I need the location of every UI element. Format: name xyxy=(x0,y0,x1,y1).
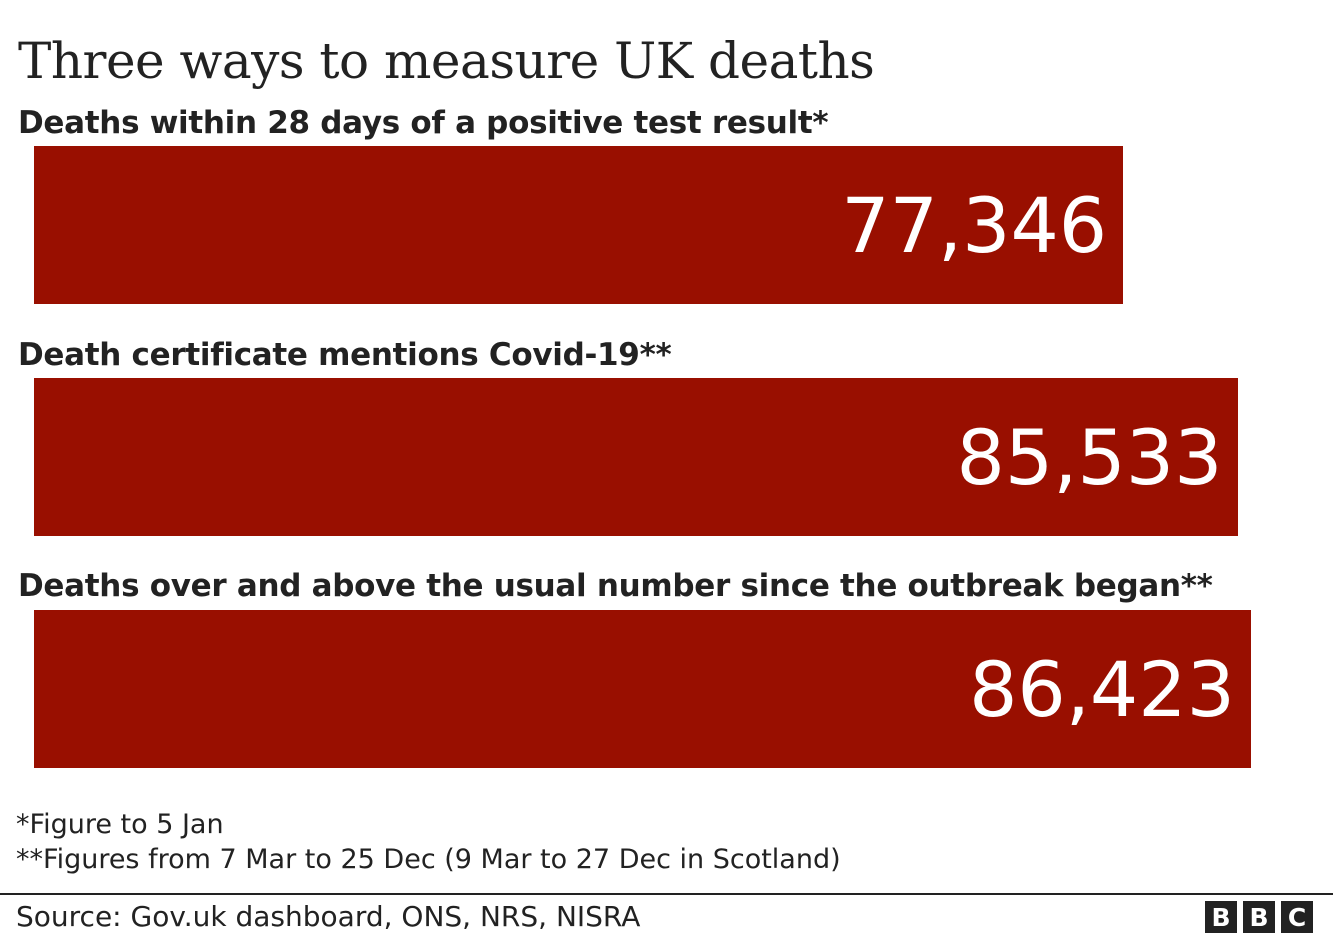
bar-value-death-certificate: 85,533 xyxy=(956,412,1223,502)
bar-death-certificate: 85,533 xyxy=(34,378,1239,536)
bar-label-excess-deaths: Deaths over and above the usual number s… xyxy=(18,568,1213,604)
footer-divider xyxy=(0,893,1333,895)
bbc-logo-letter: B xyxy=(1205,901,1237,933)
bbc-logo-letter: C xyxy=(1281,901,1313,933)
source-text: Source: Gov.uk dashboard, ONS, NRS, NISR… xyxy=(16,900,641,933)
footnote-figure-to-date: *Figure to 5 Jan xyxy=(16,809,224,840)
bar-value-excess-deaths: 86,423 xyxy=(969,644,1235,734)
bar-label-positive-test: Deaths within 28 days of a positive test… xyxy=(18,105,829,141)
bbc-logo-letter: B xyxy=(1243,901,1275,933)
bar-label-death-certificate: Death certificate mentions Covid-19** xyxy=(18,337,672,373)
bbc-logo: B B C xyxy=(1205,901,1313,933)
bar-excess-deaths: 86,423 xyxy=(34,610,1251,768)
chart-title: Three ways to measure UK deaths xyxy=(18,32,875,90)
bar-value-positive-test: 77,346 xyxy=(841,180,1108,270)
bar-positive-test: 77,346 xyxy=(34,146,1124,304)
footnote-figures-range: **Figures from 7 Mar to 25 Dec (9 Mar to… xyxy=(16,844,841,875)
